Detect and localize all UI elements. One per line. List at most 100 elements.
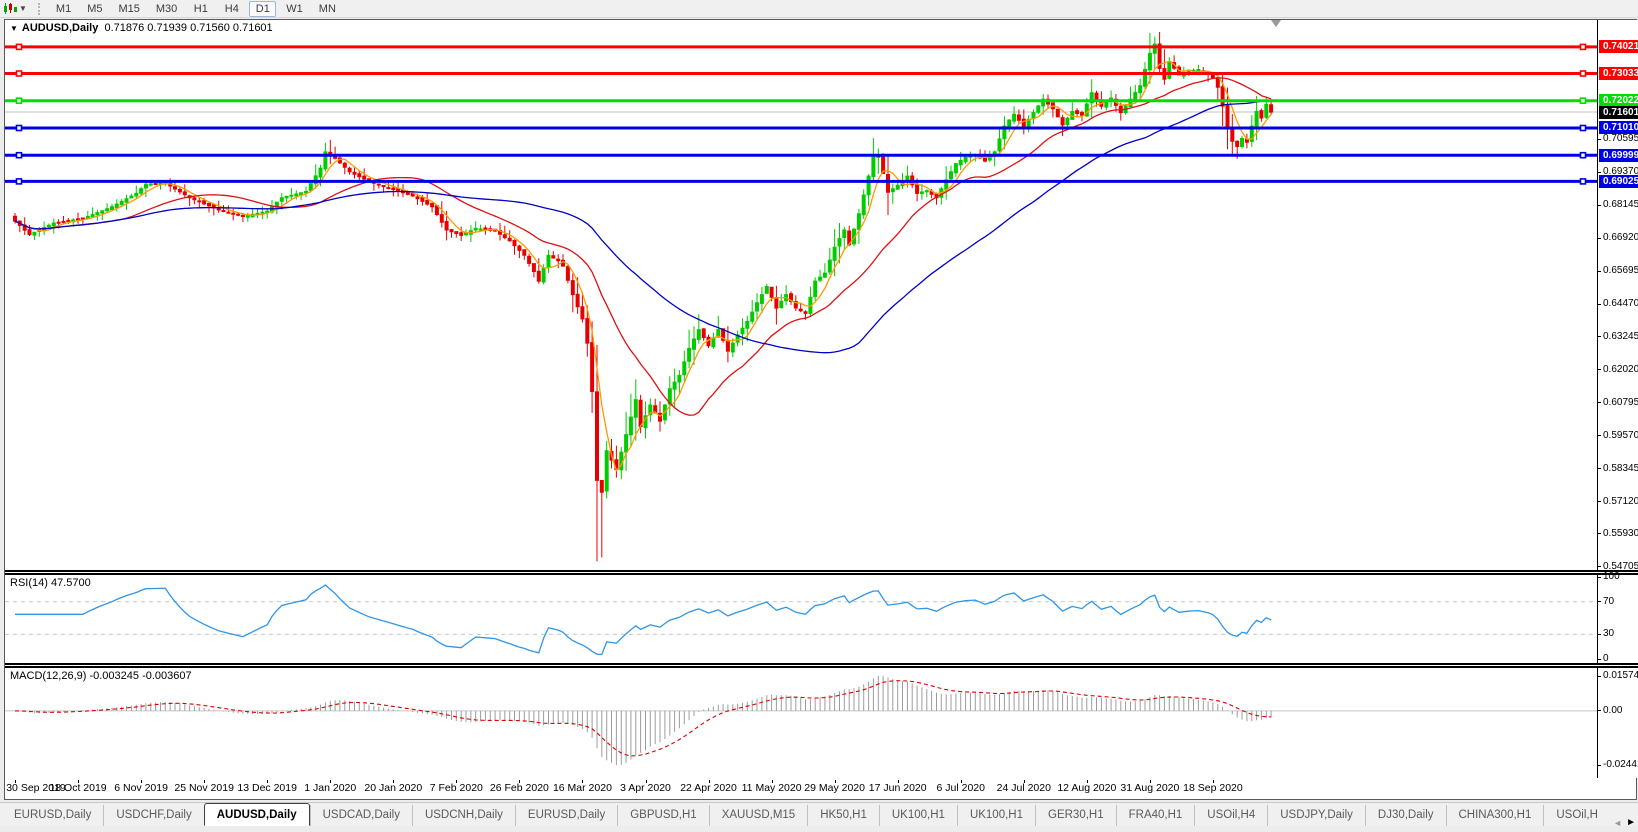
ohlc-values: 0.71876 0.71939 0.71560 0.71601 [104, 22, 273, 34]
axis-tick-label: 0.59570 [1598, 430, 1638, 441]
symbol-tab-hk50-h1[interactable]: HK50,H1 [807, 805, 879, 826]
axis-tick-label: 0.60795 [1598, 397, 1638, 408]
axis-tick-label: 0 [1598, 653, 1638, 664]
time-axis[interactable]: 30 Sep 2019 18 Oct 2019 6 Nov 2019 25 Nov 2… [5, 780, 1597, 796]
line-anchor-handle[interactable] [1579, 70, 1587, 77]
date-label: 13 Dec 2019 [237, 782, 297, 794]
time-axis-tick [456, 780, 458, 783]
symbol-tab-usdcnh-daily[interactable]: USDCNH,Daily [411, 805, 515, 826]
charts-menu-button[interactable]: ▼ [0, 2, 30, 15]
time-axis-tick [267, 780, 269, 783]
axis-tick-label: 0.58345 [1598, 463, 1638, 474]
time-axis-tick [393, 780, 395, 783]
symbol-tab-usdjpy-daily[interactable]: USDJPY,Daily [1267, 805, 1365, 826]
timeframe-button-h1[interactable]: H1 [193, 2, 208, 15]
triangle-down-icon[interactable]: ▼ [10, 24, 18, 33]
line-anchor-handle[interactable] [1579, 43, 1587, 51]
timeframe-button-m1[interactable]: M1 [55, 2, 72, 15]
macd-chart[interactable] [5, 668, 1597, 778]
symbol-tab-usdcad-daily[interactable]: USDCAD,Daily [309, 805, 412, 826]
axis-tick-label: 0.55930 [1598, 528, 1638, 539]
line-anchor-handle[interactable] [15, 178, 23, 185]
price-label-badge: 0.73033 [1599, 66, 1638, 80]
tab-scroll-right-icon[interactable]: ► [1626, 817, 1636, 828]
line-anchor-handle[interactable] [1579, 151, 1587, 159]
date-label: 17 Jun 2020 [868, 782, 927, 794]
symbol-tab-usdchf-daily[interactable]: USDCHF,Daily [103, 805, 203, 826]
axis-tick-label: 0.015741 [1598, 670, 1638, 681]
time-axis-tick [834, 780, 836, 783]
timeframe-button-h4[interactable]: H4 [224, 2, 239, 15]
date-label: 11 May 2020 [741, 782, 802, 794]
axis-tick-label: 0.66920 [1598, 232, 1638, 243]
symbol-tab-usoil-h[interactable]: USOil,H [1543, 805, 1610, 826]
line-anchor-handle[interactable] [15, 43, 23, 51]
symbol-tab-audusd-daily[interactable]: AUDUSD,Daily [203, 803, 310, 826]
line-anchor-handle[interactable] [1579, 124, 1587, 132]
line-anchor-handle[interactable] [1579, 178, 1587, 185]
axis-tick-label: 0.69370 [1598, 166, 1638, 177]
macd-signal-line [14, 680, 1272, 757]
date-label: 26 Feb 2020 [489, 782, 549, 794]
axis-tick-label: 0.65695 [1598, 265, 1638, 276]
line-anchor-handle[interactable] [15, 151, 23, 159]
date-label: 18 Sep 2020 [1183, 782, 1243, 794]
panel-splitter[interactable] [5, 663, 1638, 668]
moving-average-slow [14, 99, 1272, 354]
axis-tick-label: 0.63245 [1598, 331, 1638, 342]
axis-tick-label: 0.70595 [1598, 133, 1638, 144]
chart-window: 0.70595 0.69370 0.68145 0.66920 0.65695 0.644… [4, 19, 1638, 800]
time-axis-tick [204, 780, 206, 783]
toolbar-grip[interactable] [37, 2, 42, 15]
symbol-tab-ger30-h1[interactable]: GER30,H1 [1035, 805, 1116, 826]
price-label-badge: 0.69999 [1599, 148, 1638, 162]
date-label: 30 Sep 2019 [6, 782, 66, 794]
time-axis-tick [708, 780, 710, 783]
rsi-axis[interactable]: 100 70 30 0 [1597, 571, 1638, 664]
rsi-label: RSI(14) 47.5700 [10, 577, 91, 589]
price-label-badge: 0.72022 [1599, 94, 1638, 108]
panel-splitter[interactable] [5, 570, 1638, 575]
date-label: 18 Oct 2019 [49, 782, 107, 794]
candlestick-chart[interactable] [5, 20, 1597, 570]
timeframe-buttons: M1 M5 M15 M30 H1 H4 D1 W1 MN [48, 0, 344, 17]
time-axis-tick [330, 780, 332, 783]
axis-tick-label: 0.64470 [1598, 298, 1638, 309]
axis-tick-label: 100 [1598, 571, 1638, 582]
charts-toolbar-icon [4, 3, 17, 14]
timeframe-button-w1[interactable]: W1 [286, 2, 303, 15]
tab-scroll-controls: ◄ ► [1613, 817, 1636, 828]
time-axis-tick [771, 780, 773, 783]
date-label: 6 Nov 2019 [114, 782, 168, 794]
rsi-chart[interactable] [5, 575, 1597, 663]
macd-axis[interactable]: 0.015741 0.00 -0.024411 [1597, 668, 1638, 778]
price-axis[interactable]: 0.70595 0.69370 0.68145 0.66920 0.65695 0.644… [1597, 20, 1638, 572]
symbol-tab-uk100-h1[interactable]: UK100,H1 [878, 805, 957, 826]
symbol-tab-usoil-h4[interactable]: USOil,H4 [1194, 805, 1267, 826]
axis-tick-label: 30 [1598, 628, 1638, 639]
symbol-tab-eurusd-daily[interactable]: EURUSD,Daily [514, 805, 617, 826]
symbol-tab-xauusd-m15[interactable]: XAUUSD,M15 [708, 805, 808, 826]
symbol-tab-fra40-h1[interactable]: FRA40,H1 [1115, 805, 1195, 826]
symbol-tab-eurusd-daily[interactable]: EURUSD,Daily [14, 809, 92, 821]
axis-tick-label: 0.62020 [1598, 364, 1638, 375]
symbol-tab-gbpusd-h1[interactable]: GBPUSD,H1 [617, 805, 708, 826]
timeframe-button-mn[interactable]: MN [318, 2, 336, 15]
timeframe-button-m15[interactable]: M15 [118, 2, 140, 15]
macd-histogram [19, 675, 1272, 765]
axis-tick-label: -0.024411 [1598, 759, 1638, 770]
timeframe-button-m5[interactable]: M5 [87, 2, 103, 15]
symbol-tab-china300-h1[interactable]: CHINA300,H1 [1445, 805, 1544, 826]
timeframe-button-m30[interactable]: M30 [155, 2, 178, 15]
line-anchor-handle[interactable] [15, 97, 23, 104]
date-label: 7 Feb 2020 [429, 782, 483, 794]
symbol-tab-uk100-h1[interactable]: UK100,H1 [956, 805, 1035, 826]
line-anchor-handle[interactable] [1579, 97, 1587, 104]
chart-shift-marker[interactable] [1271, 20, 1281, 27]
time-axis-tick [15, 780, 16, 783]
tab-scroll-left-icon[interactable]: ◄ [1613, 817, 1623, 828]
symbol-tab-dj30-daily[interactable]: DJ30,Daily [1364, 805, 1446, 826]
timeframe-button-d1[interactable]: D1 [249, 0, 277, 17]
line-anchor-handle[interactable] [15, 124, 23, 132]
line-anchor-handle[interactable] [15, 70, 23, 77]
